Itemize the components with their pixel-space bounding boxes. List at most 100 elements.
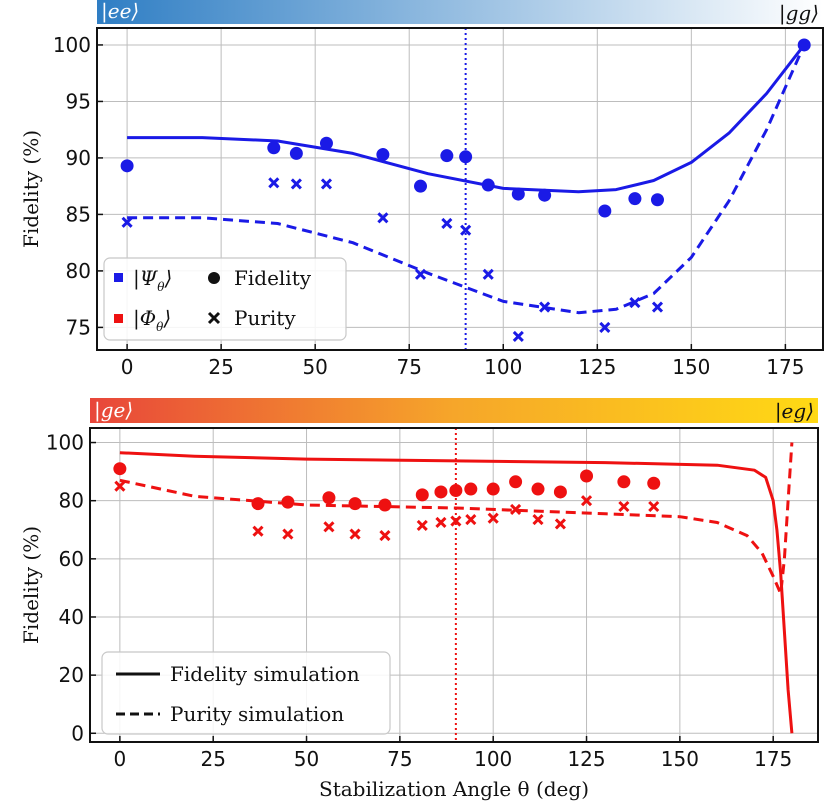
top-fidelity-point <box>650 193 664 207</box>
top-purity-point <box>121 216 133 228</box>
bottom-legend: Fidelity simulation Purity simulation <box>101 651 391 735</box>
top-ylabel: Fidelity (%) <box>19 130 43 248</box>
bottom-gradient-left-label: |ge⟩ <box>94 398 133 423</box>
top-fidelity-point <box>538 188 552 202</box>
top-fidelity-point <box>598 204 612 218</box>
top-fidelity-point <box>267 141 281 155</box>
bottom-fidelity-simulation-line <box>119 451 794 734</box>
top-purity-point <box>629 296 641 309</box>
top-ytick-label: 75 <box>66 315 91 339</box>
top-xtick-label: 0 <box>121 355 134 379</box>
legend-fidelity-sim-label: Fidelity simulation <box>170 662 360 686</box>
bottom-purity-point <box>648 500 660 513</box>
bottom-purity-point <box>510 503 522 515</box>
top-ytick-label: 95 <box>66 89 91 113</box>
top-xtick-label: 100 <box>484 355 522 379</box>
top-purity-point <box>290 178 302 190</box>
top-purity-point <box>268 177 280 189</box>
bottom-panel: |ge⟩ |eg⟩ 0 25 50 75 100 125 150 175 0 20 40 60 80 10… <box>19 398 819 801</box>
bottom-fidelity-point <box>251 497 265 511</box>
bottom-fidelity-point <box>647 476 661 490</box>
top-ytick-label: 90 <box>66 146 91 170</box>
top-gradient-bar <box>97 0 823 24</box>
legend-purity-label: Purity <box>234 306 296 330</box>
bottom-fidelity-point <box>580 469 594 483</box>
top-purity-point <box>441 217 453 230</box>
top-purity-point <box>320 178 333 190</box>
bottom-ylabel: Fidelity (%) <box>19 526 43 644</box>
bottom-fidelity-point <box>617 475 631 489</box>
bottom-ytick-label: 100 <box>46 431 84 455</box>
bottom-fidelity-point <box>378 498 392 512</box>
bottom-xtick-label: 0 <box>113 747 126 771</box>
top-fidelity-point <box>797 38 811 52</box>
bottom-purity-point <box>435 516 447 529</box>
top-xtick-label: 125 <box>578 355 616 379</box>
top-legend: |Ψθ⟩ Fidelity |Φθ⟩ Purity <box>103 257 347 341</box>
bottom-xtick-label: 125 <box>567 747 605 771</box>
top-ytick-label: 85 <box>66 202 91 226</box>
legend-swatch-psi <box>114 273 123 282</box>
bottom-purity-simulation-line <box>119 442 794 596</box>
top-purity-point <box>460 224 472 236</box>
bottom-fidelity-point <box>415 488 429 502</box>
bottom-fidelity-point <box>553 485 567 499</box>
top-fidelity-point <box>511 187 525 201</box>
top-purity-point <box>539 301 551 313</box>
bottom-purity-point <box>323 521 335 533</box>
bottom-xtick-label: 150 <box>661 747 699 771</box>
top-gradient-right-label: |gg⟩ <box>779 1 819 26</box>
top-fidelity-point <box>459 150 473 164</box>
top-ytick-label: 80 <box>66 259 91 283</box>
top-fidelity-point <box>440 149 454 163</box>
legend-purity-marker <box>207 311 221 325</box>
top-series <box>120 28 811 350</box>
bottom-gradient-bar <box>90 398 818 423</box>
bottom-plot-frame <box>89 427 819 743</box>
top-purity-point <box>482 268 494 280</box>
bottom-fidelity-point <box>322 491 336 505</box>
top-purity-simulation-line <box>127 44 806 315</box>
top-fidelity-point <box>289 146 303 160</box>
bottom-fidelity-point <box>434 485 448 499</box>
bottom-fidelity-point <box>509 475 523 489</box>
top-fidelity-point <box>319 136 333 150</box>
bottom-fidelity-point <box>464 482 478 496</box>
legend-ket-psi: |Ψθ⟩ <box>133 266 172 294</box>
bottom-xlabel: Stabilization Angle θ (deg) <box>319 777 589 801</box>
bottom-purity-point <box>554 518 566 530</box>
bottom-purity-point <box>252 525 264 537</box>
bottom-xtick-label: 75 <box>387 747 412 771</box>
top-xtick-label: 150 <box>672 355 710 379</box>
bottom-purity-point <box>416 519 428 531</box>
bottom-ytick-label: 20 <box>59 663 84 687</box>
top-panel: |ee⟩ |gg⟩ 0 25 50 75 100 125 150 175 75 80 85 90 95 1… <box>19 0 824 379</box>
top-xtick-label: 75 <box>396 355 421 379</box>
bottom-legend-box <box>101 651 391 735</box>
bottom-purity-point <box>282 528 294 540</box>
top-fidelity-point <box>628 192 642 206</box>
top-xtick-label: 25 <box>208 355 233 379</box>
bottom-purity-point <box>465 514 477 526</box>
bottom-xtick-label: 25 <box>200 747 225 771</box>
top-purity-point <box>651 301 664 313</box>
legend-ket-phi: |Φθ⟩ <box>133 306 171 334</box>
bottom-fidelity-point <box>281 495 295 509</box>
top-xtick-label: 50 <box>302 355 327 379</box>
bottom-ticks: 0 25 50 75 100 125 150 175 0 20 40 60 80 100 <box>46 431 792 771</box>
top-fidelity-simulation-line <box>127 43 806 194</box>
bottom-ytick-label: 80 <box>59 489 84 513</box>
bottom-purity-point <box>580 495 593 507</box>
bottom-fidelity-point <box>113 462 127 476</box>
bottom-fidelity-point <box>348 497 362 511</box>
bottom-xtick-label: 175 <box>754 747 792 771</box>
top-purity-point <box>377 212 389 224</box>
legend-fidelity-marker <box>208 272 220 284</box>
bottom-fidelity-point <box>449 484 463 498</box>
top-fidelity-point <box>481 178 495 192</box>
top-plot-frame <box>96 27 824 351</box>
bottom-purity-point <box>450 515 462 527</box>
top-purity-point <box>414 268 427 280</box>
top-fidelity-point <box>414 179 428 193</box>
